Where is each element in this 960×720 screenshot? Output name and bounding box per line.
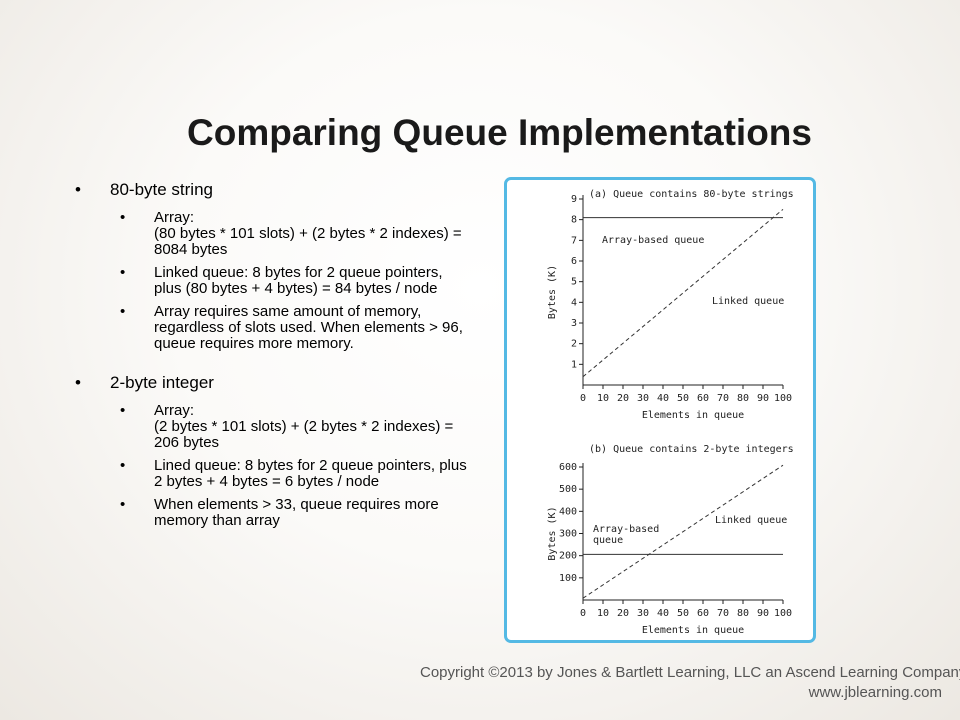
chart-b-y-tick-label: 500	[559, 484, 577, 495]
copyright-text: Copyright ©2013 by Jones & Bartlett Lear…	[420, 664, 960, 681]
chart-b-y-tick-label: 400	[559, 506, 577, 517]
chart-a-x-tick-label: 10	[597, 393, 609, 404]
chart-a-x-axis-label: Elements in queue	[642, 410, 744, 421]
sub-bullet-compare-80: Array requires same amount of memory, re…	[75, 304, 469, 352]
chart-a-y-tick-label: 6	[571, 256, 577, 267]
sub-bullet-array-80: Array: (80 bytes * 101 slots) + (2 bytes…	[75, 210, 469, 258]
chart-a-y-tick-label: 4	[571, 297, 577, 308]
chart-b-title: (b) Queue contains 2-byte integers	[589, 444, 794, 455]
chart-a-x-tick-label: 60	[697, 393, 709, 404]
chart-a-series-label-linked: Linked queue	[712, 296, 784, 307]
chart-b-x-tick-label: 50	[677, 608, 689, 619]
chart-b-series-label-array: Array-based queue	[593, 524, 659, 546]
chart-a-x-tick-label: 100	[774, 393, 792, 404]
chart-b-series-linked-line	[582, 464, 784, 599]
chart-b-x-tick-label: 30	[637, 608, 649, 619]
chart-b-x-tick-label: 60	[697, 608, 709, 619]
chart-b-x-tick-label: 90	[757, 608, 769, 619]
chart-b-y-axis-label: Bytes (K)	[547, 506, 558, 560]
chart-figure-frame: (a) Queue contains 80-byte strings 1 2 3 4 5 6…	[504, 177, 816, 643]
chart-a-y-tick-label: 9	[571, 194, 577, 205]
chart-a-x-tick-label: 90	[757, 393, 769, 404]
sub-bullet-linked-2: Lined queue: 8 bytes for 2 queue pointer…	[75, 458, 469, 490]
chart-b-x-axis-label: Elements in queue	[642, 625, 744, 636]
chart-a-x-tick-label: 40	[657, 393, 669, 404]
chart-a-y-tick-label: 2	[571, 339, 577, 350]
queue-memory-charts: (a) Queue contains 80-byte strings 1 2 3 4 5 6…	[547, 189, 794, 636]
sub-bullet-compare-2: When elements > 33, queue requires more …	[75, 497, 469, 529]
chart-a-title: (a) Queue contains 80-byte strings	[589, 189, 794, 200]
bullet-80-byte-string: 80-byte string	[75, 180, 475, 200]
chart-a-x-tick-label: 80	[737, 393, 749, 404]
chart-b-y-tick-label: 200	[559, 551, 577, 562]
chart-a-y-tick-label: 1	[571, 359, 577, 370]
chart-b-x-tick-label: 70	[717, 608, 729, 619]
bullet-list: 80-byte string Array: (80 bytes * 101 sl…	[75, 180, 475, 536]
chart-b-x-tick-label: 10	[597, 608, 609, 619]
chart-b-y-tick-label: 100	[559, 573, 577, 584]
chart-a-x-tick-label: 50	[677, 393, 689, 404]
chart-a-y-axis-label: Bytes (K)	[547, 265, 558, 319]
chart-a-y-tick-label: 5	[571, 277, 577, 288]
bullet-2-byte-integer: 2-byte integer	[75, 373, 475, 393]
sub-bullet-array-2: Array: (2 bytes * 101 slots) + (2 bytes …	[75, 403, 469, 451]
chart-b-x-tick-label: 80	[737, 608, 749, 619]
chart-a-y-tick-label: 3	[571, 318, 577, 329]
chart-b-x-tick-label: 20	[617, 608, 629, 619]
chart-b-x-tick-label: 0	[580, 608, 586, 619]
website-text: www.jblearning.com	[808, 684, 942, 701]
chart-a-x-tick-label: 30	[637, 393, 649, 404]
chart-a-x-tick-label: 20	[617, 393, 629, 404]
slide-title: Comparing Queue Implementations	[187, 112, 812, 153]
chart-b-y-tick-label: 600	[559, 462, 577, 473]
chart-b-series-label-linked: Linked queue	[715, 515, 787, 526]
chart-a-x-tick-label: 0	[580, 393, 586, 404]
chart-b-y-tick-label: 300	[559, 529, 577, 540]
chart-a-y-tick-label: 7	[571, 235, 577, 246]
chart-a-series-linked-line	[582, 208, 784, 378]
chart-a-series-label-array: Array-based queue	[602, 235, 704, 246]
chart-b-x-tick-label: 100	[774, 608, 792, 619]
chart-a-y-tick-label: 8	[571, 215, 577, 226]
sub-bullet-linked-80: Linked queue: 8 bytes for 2 queue pointe…	[75, 265, 469, 297]
chart-a-x-tick-label: 70	[717, 393, 729, 404]
chart-b-x-tick-label: 40	[657, 608, 669, 619]
